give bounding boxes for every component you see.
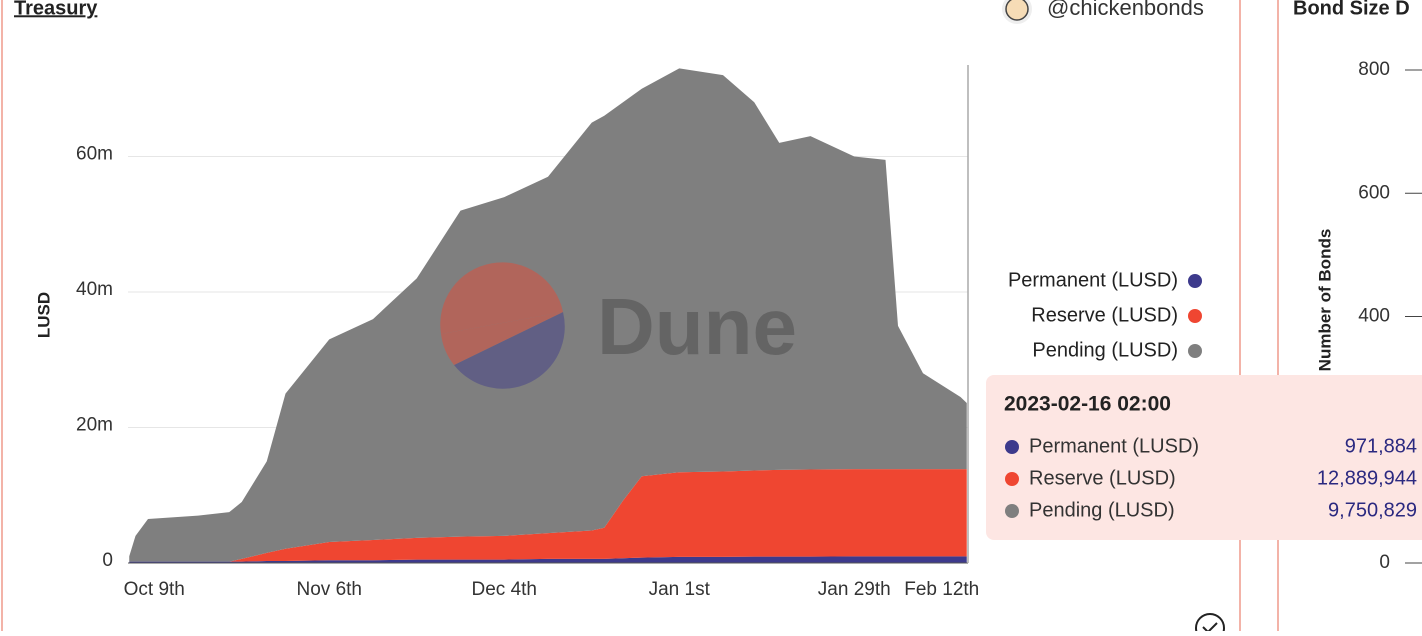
x-tick-label: Jan 29th [818, 579, 891, 600]
check-icon[interactable] [1195, 613, 1225, 636]
area [129, 469, 967, 562]
legend-label: Pending (LUSD) [1032, 339, 1178, 361]
author-handle[interactable]: @chickenbonds [1047, 0, 1204, 20]
tooltip-name: Pending (LUSD) [1029, 499, 1175, 521]
legend-label: Reserve (LUSD) [1031, 304, 1178, 326]
legend-swatch [1188, 274, 1202, 288]
tooltip-box [986, 375, 1422, 540]
y-tick-label: 60m [76, 143, 113, 164]
y-axis-label: Number of Bonds [1315, 229, 1334, 372]
y-tick-label: 0 [102, 550, 113, 571]
tooltip: 2023-02-16 02:00 Permanent (LUSD) 971,884 R… [986, 375, 1422, 540]
area [129, 556, 967, 563]
tooltip-value: 971,884 [1345, 435, 1417, 457]
y-tick-label: 600 [1358, 182, 1390, 203]
x-tick-label: Oct 9th [124, 579, 185, 600]
y-tick-label: 400 [1358, 306, 1390, 327]
tooltip-name: Reserve (LUSD) [1029, 467, 1176, 489]
plot: 0 20m 40m 60m Oct 9th Nov 6th Dec 4th Jan 1st Ja… [34, 65, 1202, 600]
legend-swatch [1188, 344, 1202, 358]
y-axis-label: LUSD [34, 292, 53, 338]
y-tick-label: 20m [76, 415, 113, 436]
y-tick-label: 40m [76, 279, 113, 300]
panel-title[interactable]: Treasury [14, 0, 98, 19]
y-tick-label: 0 [1379, 552, 1390, 573]
watermark-text: Dune [597, 282, 797, 371]
tooltip-value: 9,750,829 [1328, 499, 1417, 521]
x-tick-label: Feb 12th [904, 579, 979, 600]
tooltip-swatch [1005, 504, 1019, 518]
tooltip-title: 2023-02-16 02:00 [1004, 393, 1171, 416]
x-tick-label: Dec 4th [472, 579, 537, 600]
tooltip-swatch [1005, 472, 1019, 486]
avatar [1002, 0, 1032, 24]
tooltip-value: 12,889,944 [1317, 467, 1417, 489]
tooltip-swatch [1005, 440, 1019, 454]
y-tick-label: 800 [1358, 59, 1390, 80]
tooltip-name: Permanent (LUSD) [1029, 435, 1199, 457]
chart-title: Bond Size D [1293, 0, 1410, 19]
area [129, 68, 967, 562]
x-tick-label: Nov 6th [297, 579, 362, 600]
x-tick-label: Jan 1st [649, 579, 711, 600]
watermark: Dune [440, 262, 797, 389]
legend-swatch [1188, 309, 1202, 323]
legend-label: Permanent (LUSD) [1008, 269, 1178, 291]
